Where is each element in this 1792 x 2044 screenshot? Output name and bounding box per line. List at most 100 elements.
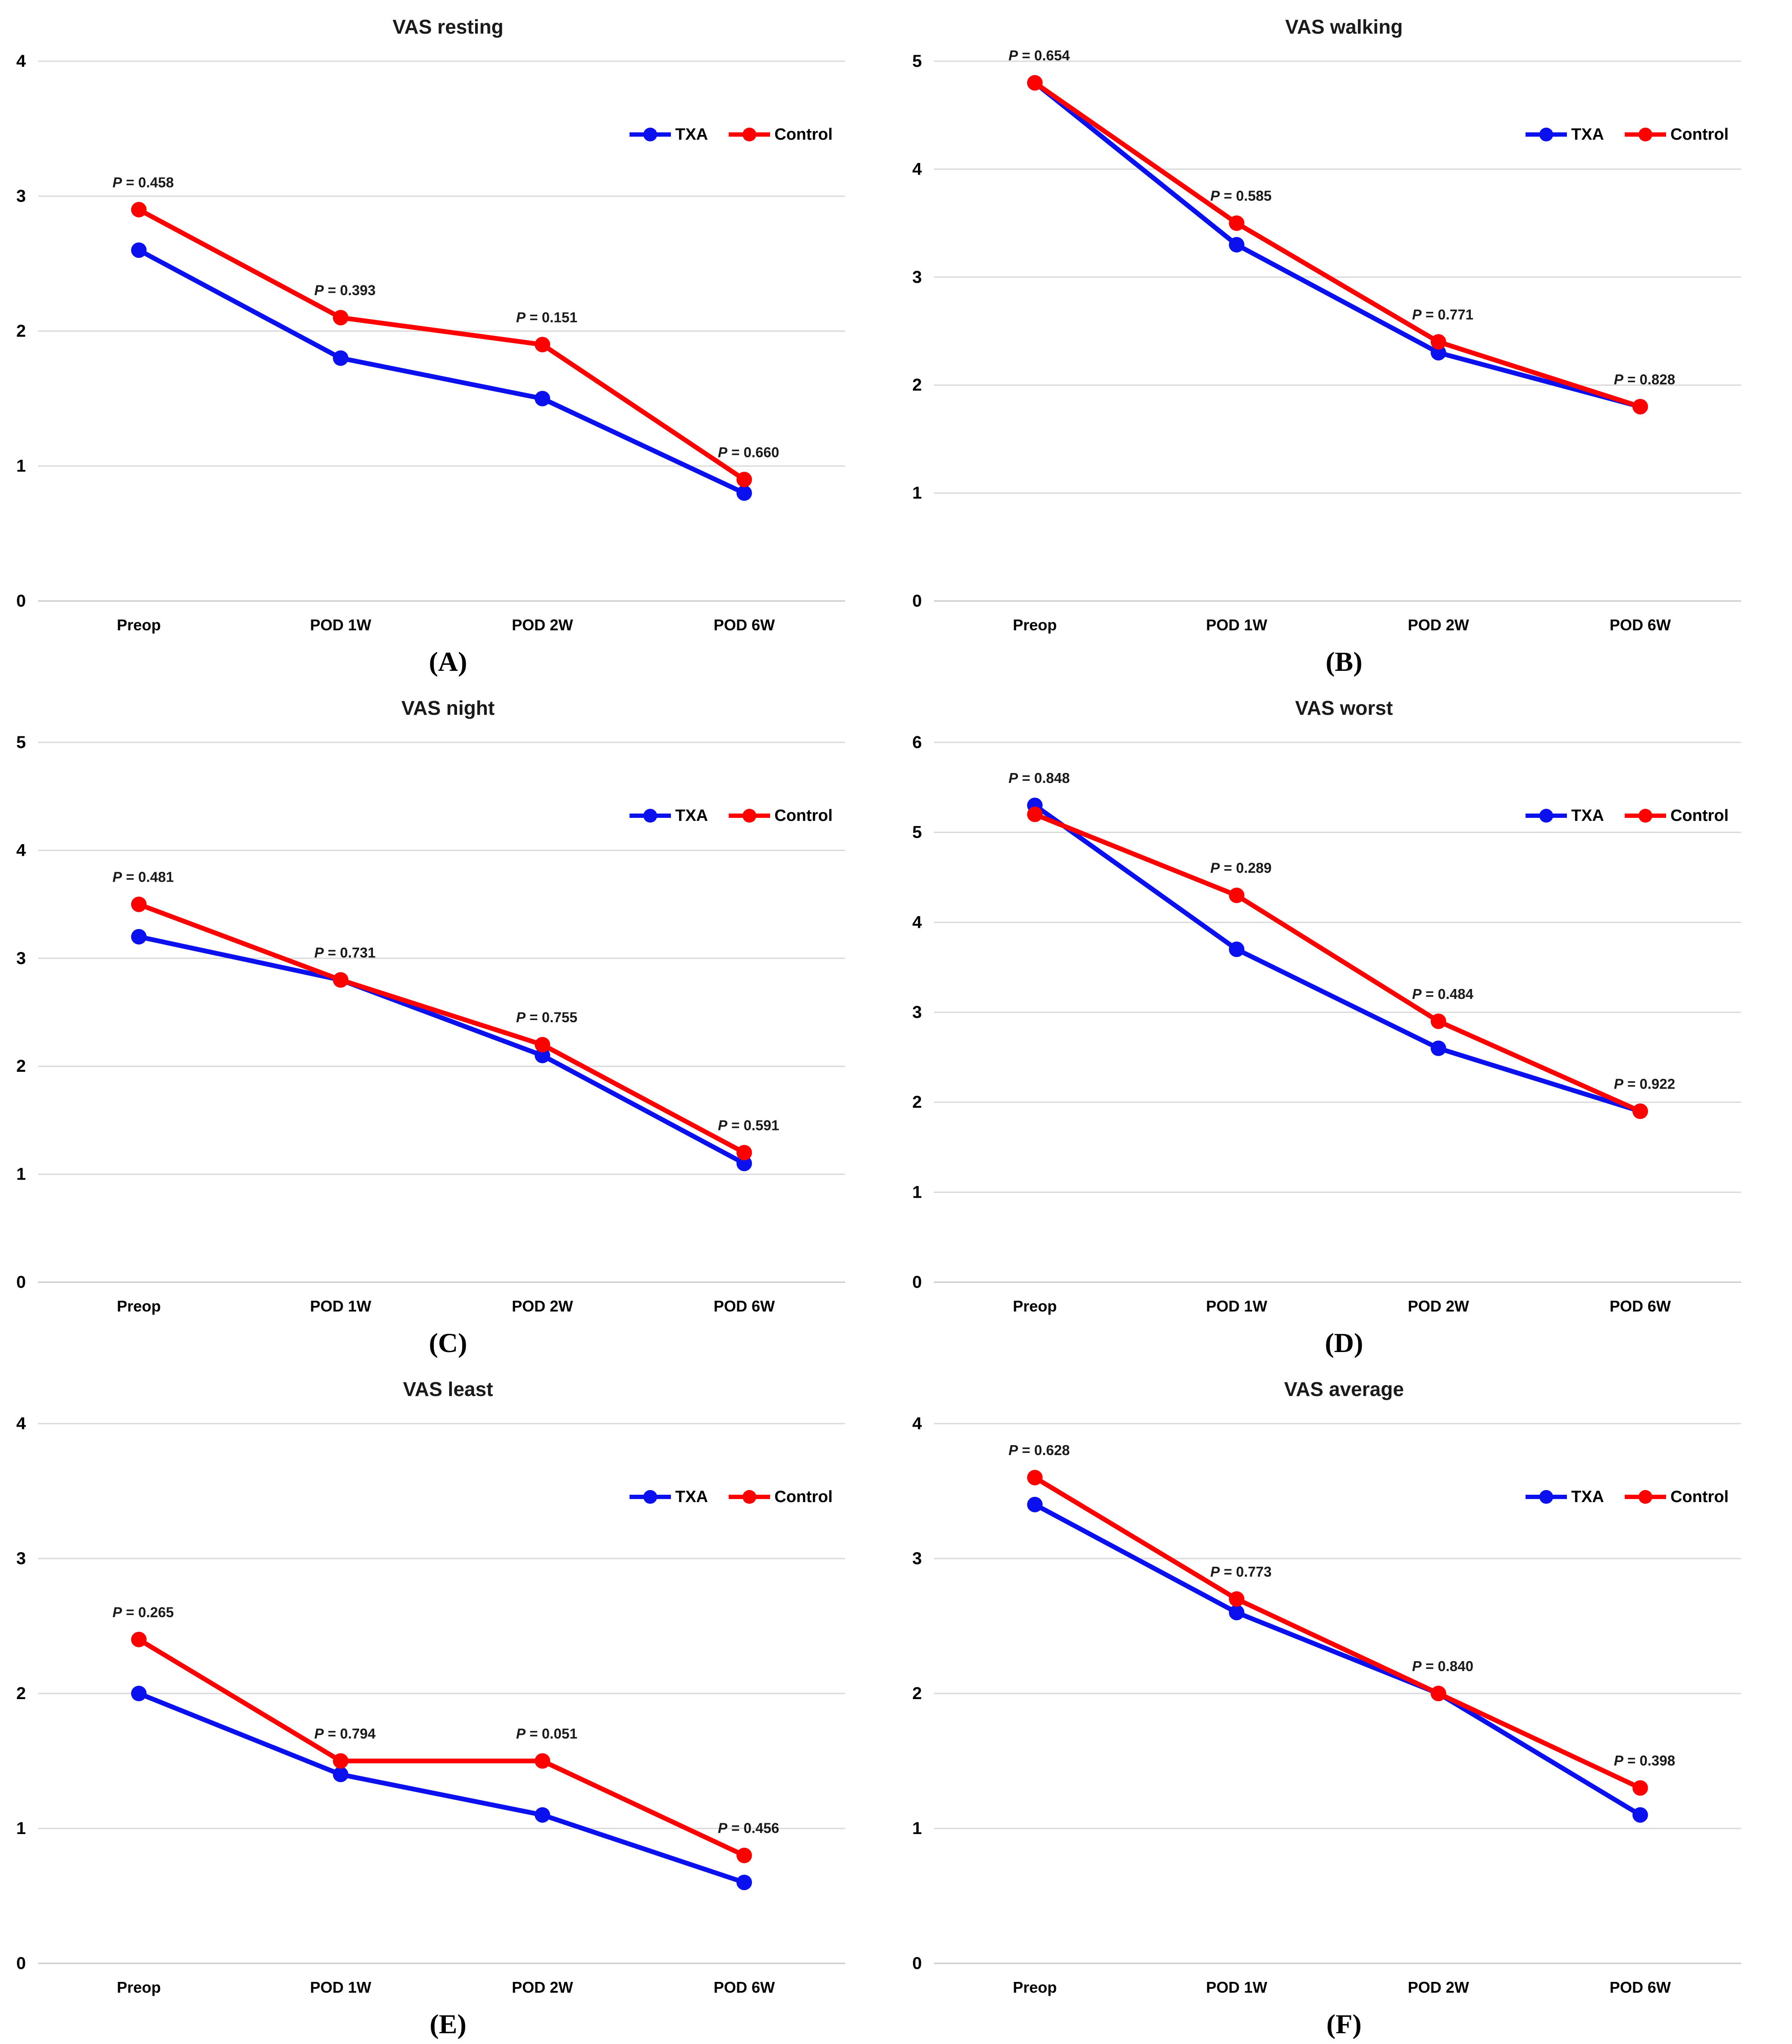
data-point-txa-pod6w [736, 485, 752, 501]
p-value-label: P = 0.265 [113, 1604, 174, 1620]
x-axis-tick-label: Preop [1013, 1297, 1057, 1315]
chart-vas-worst: 0 1 2 3 4 5 6 VAS worst Preop POD 1W POD 2W POD 6W P… [912, 697, 1741, 1358]
x-axis-tick-label: POD 2W [512, 1297, 573, 1315]
y-axis-tick-label: 2 [912, 376, 922, 394]
data-point-txa-preop [1027, 1496, 1043, 1512]
y-axis-tick-label: 1 [912, 484, 922, 503]
p-value-label: P = 0.458 [113, 174, 174, 190]
data-point-control-pod6w [1632, 399, 1648, 415]
chart-vas-least: 0 1 2 3 4 VAS least Preop POD 1W POD 2W POD 6W P =… [16, 1378, 845, 2039]
chart-vas-average: 0 1 2 3 4 VAS average Preop POD 1W POD 2W POD 6W P… [912, 1378, 1741, 2039]
legend-marker-control [1638, 1490, 1652, 1504]
legend-label-txa: TXA [675, 807, 708, 825]
data-point-txa-pod1w [1229, 237, 1244, 253]
legend-label-txa: TXA [675, 1488, 708, 1506]
y-axis-tick-label: 3 [912, 268, 922, 287]
data-point-txa-pod2w [1431, 345, 1446, 361]
y-axis-tick-label: 4 [912, 1414, 922, 1433]
y-axis-tick-label: 4 [16, 1414, 26, 1433]
y-axis-tick-label: 5 [912, 52, 922, 71]
legend-marker-control [742, 809, 756, 823]
x-axis-tick-label: Preop [1013, 1978, 1057, 1996]
panel-caption: (E) [429, 2009, 466, 2039]
panel-B: 0 1 2 3 4 5 VAS walking Preop POD 1W POD 2W POD 6W… [896, 0, 1792, 681]
p-value-label: P = 0.848 [1009, 770, 1070, 786]
series-line-control [136, 207, 747, 482]
y-axis-tick-label: 0 [16, 592, 26, 610]
panel-caption: (D) [1325, 1327, 1363, 1358]
legend-marker-txa [643, 128, 657, 141]
data-point-txa-preop [131, 929, 147, 945]
x-axis-tick-label: POD 6W [714, 1297, 775, 1315]
y-axis-tick-label: 1 [16, 457, 26, 476]
legend: TXA Control [1526, 807, 1729, 825]
y-axis-tick-label: 2 [16, 1057, 26, 1076]
panel-A: 0 1 2 3 4 VAS resting Preop POD 1W POD 2W POD 6W P… [0, 0, 896, 681]
data-point-control-pod1w [333, 310, 348, 326]
x-axis-tick-label: POD 1W [310, 1297, 371, 1315]
series-line-txa [136, 247, 747, 496]
y-axis-tick-label: 2 [16, 322, 26, 341]
data-point-control-preop [1027, 806, 1043, 822]
y-axis-tick-label: 5 [912, 823, 922, 842]
series-line-txa [1032, 80, 1643, 409]
x-axis-tick-label: POD 2W [1408, 1978, 1469, 1996]
chart-title: VAS resting [392, 16, 503, 38]
y-axis-tick-label: 1 [16, 1165, 26, 1184]
y-axis-tick-label: 1 [912, 1819, 922, 1838]
data-point-control-pod6w [736, 1847, 752, 1863]
legend-label-txa: TXA [1571, 807, 1604, 825]
p-value-label: P = 0.151 [516, 309, 577, 325]
x-axis-tick-label: POD 1W [1206, 1297, 1267, 1315]
y-axis-tick-label: 2 [16, 1684, 26, 1703]
y-axis-tick-label: 0 [16, 1273, 26, 1292]
p-value-label: P = 0.591 [718, 1117, 779, 1133]
legend: TXA Control [1526, 125, 1729, 144]
x-axis-tick-label: POD 2W [1408, 616, 1469, 634]
data-point-txa-pod2w [535, 391, 550, 407]
chart-vas-resting: 0 1 2 3 4 VAS resting Preop POD 1W POD 2W POD 6W P… [16, 16, 845, 677]
p-value-label: P = 0.484 [1412, 986, 1474, 1002]
data-point-txa-pod2w [535, 1048, 550, 1064]
y-axis-tick-label: 0 [912, 592, 922, 610]
y-axis-tick-label: 0 [912, 1954, 922, 1973]
y-axis-tick-label: 3 [912, 1549, 922, 1568]
y-axis-tick-label: 4 [16, 841, 26, 860]
x-axis-tick-label: POD 6W [1610, 616, 1671, 634]
x-axis-tick-label: POD 1W [310, 1978, 371, 1996]
data-point-txa-preop [131, 1686, 147, 1701]
y-axis-tick-label: 1 [912, 1183, 922, 1202]
panel-caption: (C) [429, 1327, 467, 1358]
data-point-control-pod1w [333, 972, 348, 988]
chart-title: VAS worst [1295, 697, 1393, 719]
data-point-txa-pod1w [333, 1766, 348, 1782]
data-point-control-pod6w [736, 472, 752, 488]
legend-marker-control [742, 128, 756, 141]
series-line-control [1032, 1475, 1643, 1790]
data-point-txa-pod2w [1431, 1040, 1446, 1056]
series-line-control [136, 1637, 747, 1858]
data-point-control-pod2w [535, 1037, 550, 1053]
legend-label-txa: TXA [1571, 1488, 1604, 1506]
p-value-label: P = 0.828 [1614, 371, 1675, 387]
p-value-label: P = 0.773 [1210, 1564, 1272, 1580]
legend: TXA Control [630, 125, 833, 144]
data-point-txa-pod6w [736, 1875, 752, 1891]
x-axis-tick-label: POD 1W [1206, 1978, 1267, 1996]
p-value-label: P = 0.628 [1009, 1442, 1070, 1458]
x-axis-tick-label: Preop [117, 1297, 161, 1315]
legend-label-control: Control [774, 125, 833, 144]
data-point-control-pod6w [736, 1145, 752, 1161]
chart-vas-night: 0 1 2 3 4 5 VAS night Preop POD 1W POD 2W POD 6W P … [16, 697, 845, 1358]
chart-title: VAS average [1284, 1378, 1404, 1400]
data-point-control-pod6w [1632, 1103, 1648, 1119]
x-axis-tick-label: POD 2W [512, 1978, 573, 1996]
x-axis-tick-label: POD 1W [1206, 616, 1267, 634]
legend-label-txa: TXA [1571, 125, 1604, 144]
panel-D: 0 1 2 3 4 5 6 VAS worst Preop POD 1W POD 2W POD 6W P… [896, 681, 1792, 1362]
x-axis-tick-label: POD 6W [714, 1978, 775, 1996]
panel-C: 0 1 2 3 4 5 VAS night Preop POD 1W POD 2W POD 6W P … [0, 681, 896, 1362]
y-axis-tick-label: 2 [912, 1684, 922, 1703]
y-axis-tick-label: 3 [912, 1003, 922, 1022]
y-axis-tick-label: 4 [912, 913, 922, 932]
